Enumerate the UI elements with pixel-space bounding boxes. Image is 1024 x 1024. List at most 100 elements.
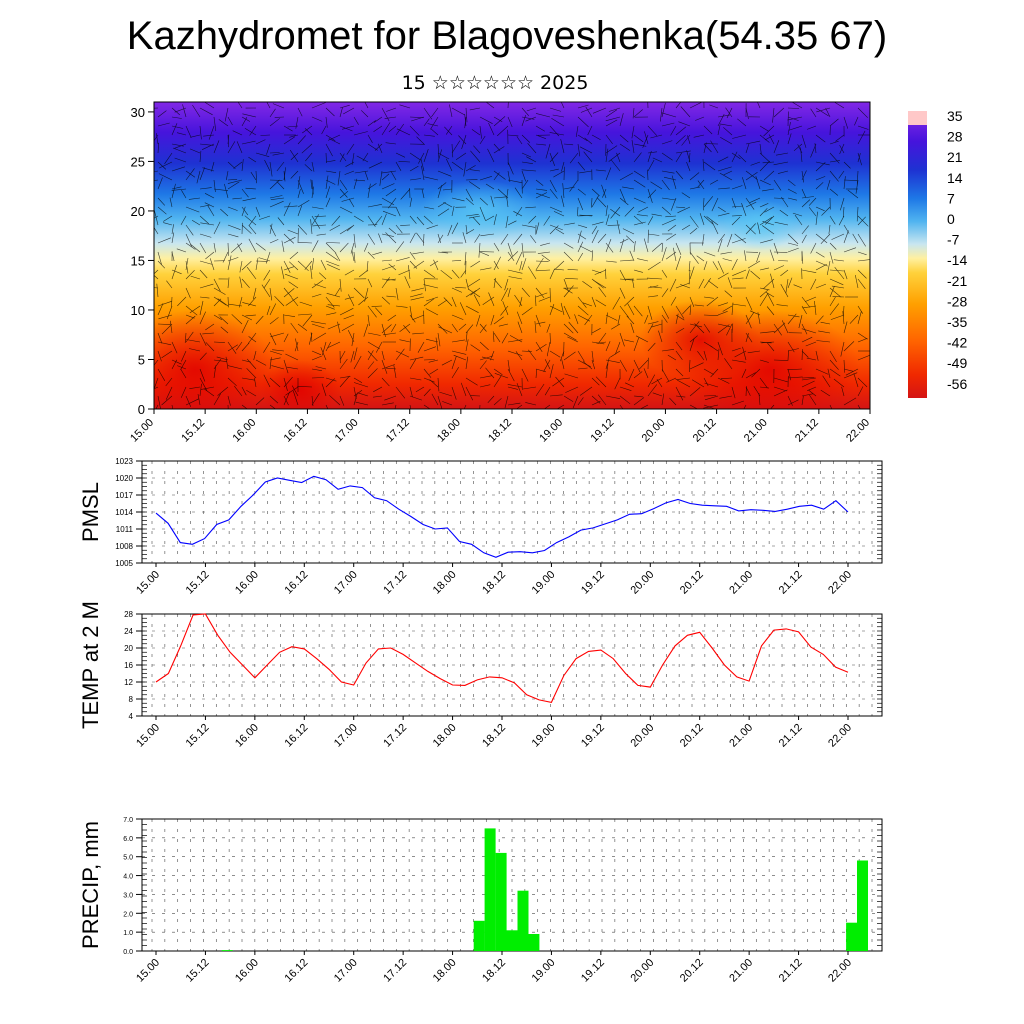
wind-barb: [165, 377, 173, 387]
wind-barb: [843, 341, 855, 352]
wind-barb: [504, 395, 509, 409]
wind-barb: [157, 303, 164, 316]
x-tick-label: 17.00: [332, 722, 360, 750]
wind-barb: [759, 134, 770, 143]
wind-barb: [493, 146, 505, 154]
wind-barb: [227, 134, 230, 145]
wind-barb: [311, 355, 322, 361]
wind-barb: [291, 385, 299, 397]
wind-barb: [535, 321, 546, 325]
wind-barb: [325, 305, 335, 310]
wind-barb: [488, 292, 495, 307]
wind-barb: [835, 134, 845, 142]
wind-barb: [325, 152, 327, 164]
wind-barb: [773, 386, 787, 392]
wind-barb: [619, 404, 624, 409]
wind-barb: [675, 206, 686, 209]
wind-barb: [829, 251, 834, 264]
wind-barb: [400, 188, 411, 200]
wind-barb: [409, 178, 422, 181]
wind-barb: [829, 118, 839, 127]
wind-barb: [227, 277, 230, 289]
wind-barb: [199, 332, 207, 346]
wind-barb: [185, 168, 195, 181]
wind-barb: [353, 116, 359, 125]
wind-barb: [619, 259, 634, 262]
wind-barb: [213, 116, 217, 131]
wind-barb: [451, 367, 459, 379]
wind-barb: [423, 359, 435, 361]
wind-barb: [759, 208, 768, 217]
wind-barb: [346, 224, 355, 232]
x-tick-label: 19.00: [530, 957, 558, 985]
wind-barb: [284, 273, 299, 280]
wind-barb: [661, 170, 675, 174]
wind-barb: [633, 337, 639, 352]
x-tick-label: 22.00: [826, 569, 854, 597]
wind-barb: [479, 176, 492, 181]
wind-barb: [283, 233, 295, 244]
wind-barb: [437, 143, 440, 159]
wind-barb: [440, 269, 453, 280]
wind-barb: [720, 251, 733, 255]
wind-barb: [493, 368, 503, 375]
wind-barb: [717, 234, 726, 244]
colorbar-label: -28: [947, 293, 967, 309]
wind-barb: [297, 107, 303, 117]
wind-barb: [580, 107, 593, 113]
wind-barb: [553, 211, 565, 217]
wind-barb: [521, 161, 533, 164]
wind-barb: [245, 314, 257, 317]
wind-barb: [614, 377, 621, 390]
wind-barb: [675, 327, 685, 334]
wind-barb: [241, 319, 249, 334]
wind-barb: [535, 368, 546, 373]
wind-barb: [810, 108, 817, 118]
wind-barb: [171, 183, 176, 199]
wind-barb: [465, 339, 469, 352]
wind-barb: [689, 362, 704, 370]
wind-barb: [563, 323, 574, 334]
x-tick-label: 15.00: [134, 569, 162, 597]
wind-barb: [244, 215, 257, 226]
wind-barb: [703, 161, 716, 171]
wind-barb: [353, 347, 358, 361]
colorbar-top-swatch: [908, 111, 927, 125]
y-tick-label: 3.0: [123, 892, 133, 899]
wind-barb: [382, 210, 397, 217]
wind-barb: [703, 350, 707, 361]
wind-barb: [615, 341, 621, 355]
wind-barb: [801, 328, 817, 334]
wind-barb: [507, 116, 513, 128]
wind-barb: [563, 143, 574, 146]
wind-barb: [421, 165, 425, 181]
wind-barb: [377, 143, 383, 154]
wind-barb: [840, 341, 845, 357]
wind-barb: [759, 239, 773, 244]
wind-barb: [521, 350, 532, 352]
wind-barb: [409, 305, 413, 319]
wind-barb: [787, 399, 799, 406]
wind-barb: [488, 122, 495, 136]
wind-barb: [801, 380, 815, 388]
wind-barb: [827, 368, 831, 379]
wind-barb: [373, 125, 383, 133]
wind-barb: [759, 217, 773, 226]
wind-barb: [263, 341, 271, 353]
wind-barb: [552, 114, 565, 118]
wind-barb: [591, 229, 599, 244]
wind-barb: [793, 143, 803, 152]
wind-barb: [157, 395, 161, 409]
wind-barb: [202, 332, 215, 335]
wind-barb: [675, 170, 684, 180]
colorbar-label: 14: [947, 170, 963, 186]
wind-barb: [451, 323, 458, 333]
wind-barb: [605, 119, 618, 127]
wind-barb: [731, 347, 741, 352]
wind-barb: [435, 337, 439, 352]
wind-barb: [647, 321, 659, 325]
wind-barb: [367, 134, 373, 143]
wind-barb: [442, 401, 453, 406]
wind-barb: [423, 388, 431, 397]
wind-barb: [283, 391, 290, 406]
